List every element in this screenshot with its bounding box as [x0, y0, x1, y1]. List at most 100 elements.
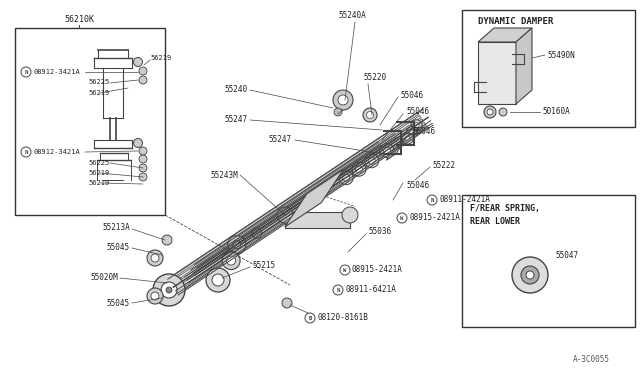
Polygon shape [174, 122, 426, 291]
Circle shape [512, 257, 548, 293]
Text: 56219: 56219 [88, 170, 109, 176]
Text: 56219: 56219 [88, 180, 109, 186]
Text: 55045: 55045 [107, 244, 130, 253]
Circle shape [397, 213, 407, 223]
Circle shape [282, 298, 292, 308]
Circle shape [365, 154, 379, 168]
Polygon shape [177, 125, 428, 294]
Text: 55046: 55046 [406, 180, 429, 189]
Circle shape [406, 126, 418, 137]
Text: 55046: 55046 [412, 128, 435, 137]
Circle shape [153, 274, 185, 306]
Circle shape [368, 157, 375, 164]
Text: 55247: 55247 [225, 115, 248, 125]
Circle shape [222, 251, 240, 270]
Text: 55045: 55045 [107, 298, 130, 308]
Text: 55490N: 55490N [547, 51, 575, 60]
Polygon shape [172, 119, 423, 288]
Polygon shape [386, 144, 403, 160]
Circle shape [411, 120, 422, 131]
Text: 56219: 56219 [88, 90, 109, 96]
Circle shape [340, 265, 350, 275]
Circle shape [367, 112, 374, 119]
Circle shape [342, 207, 358, 223]
Circle shape [227, 256, 236, 265]
Text: N: N [430, 198, 434, 202]
Circle shape [162, 235, 172, 245]
Polygon shape [285, 169, 344, 227]
Circle shape [526, 271, 534, 279]
Circle shape [334, 108, 342, 116]
Text: 56210K: 56210K [64, 16, 94, 25]
Circle shape [333, 90, 353, 110]
Circle shape [212, 274, 224, 286]
Text: 55222: 55222 [432, 160, 455, 170]
Bar [478, 42, 516, 104]
Circle shape [151, 292, 159, 300]
Circle shape [147, 288, 163, 304]
Text: N: N [337, 288, 340, 292]
Circle shape [139, 147, 147, 155]
Text: 08911-6421A: 08911-6421A [345, 285, 396, 295]
Bar [462, 195, 635, 327]
Circle shape [380, 144, 394, 157]
Circle shape [484, 106, 496, 118]
Circle shape [139, 164, 147, 172]
Text: 08912-3421A: 08912-3421A [33, 69, 80, 75]
Circle shape [166, 287, 172, 293]
Circle shape [414, 123, 419, 128]
Circle shape [139, 173, 147, 181]
Bar [15, 28, 165, 215]
Circle shape [206, 268, 230, 292]
Circle shape [151, 254, 159, 262]
Text: 55020M: 55020M [90, 273, 118, 282]
Bar [285, 212, 350, 228]
Text: 08915-2421A: 08915-2421A [409, 214, 460, 222]
Text: 55215: 55215 [252, 260, 275, 269]
Text: 08911-2421A: 08911-2421A [439, 196, 490, 205]
Circle shape [252, 228, 262, 238]
Polygon shape [170, 115, 421, 284]
Text: 56225: 56225 [88, 79, 109, 85]
Circle shape [355, 166, 362, 173]
Circle shape [147, 250, 163, 266]
Circle shape [139, 67, 147, 75]
Polygon shape [478, 28, 532, 42]
Text: B: B [308, 315, 312, 321]
Text: 08915-2421A: 08915-2421A [352, 266, 403, 275]
Text: 55243M: 55243M [211, 170, 238, 180]
Circle shape [342, 174, 349, 181]
Circle shape [134, 58, 143, 67]
Text: 50160A: 50160A [542, 108, 570, 116]
Text: 56219: 56219 [150, 55, 172, 61]
Circle shape [405, 136, 410, 141]
Circle shape [402, 133, 413, 144]
Circle shape [305, 313, 315, 323]
Circle shape [333, 285, 343, 295]
Circle shape [134, 138, 143, 148]
Circle shape [499, 108, 507, 116]
Text: 56225: 56225 [88, 160, 109, 166]
Text: 55046: 55046 [406, 108, 429, 116]
Circle shape [228, 235, 246, 254]
Circle shape [352, 162, 366, 176]
Polygon shape [168, 112, 419, 281]
Circle shape [21, 147, 31, 157]
Text: 55036: 55036 [368, 228, 391, 237]
Text: DYNAMIC DAMPER: DYNAMIC DAMPER [478, 17, 553, 26]
Text: W: W [344, 267, 347, 273]
Polygon shape [516, 28, 532, 104]
Text: A-3C0055: A-3C0055 [573, 356, 610, 365]
Text: 55220: 55220 [363, 74, 386, 83]
Text: 08120-8161B: 08120-8161B [317, 314, 368, 323]
Text: 55213A: 55213A [102, 224, 130, 232]
Text: F/REAR SPRING,: F/REAR SPRING, [470, 203, 540, 212]
Circle shape [410, 129, 415, 134]
Circle shape [139, 155, 147, 163]
Text: REAR LOWER: REAR LOWER [470, 218, 520, 227]
Circle shape [521, 266, 539, 284]
Circle shape [487, 109, 493, 115]
Circle shape [233, 241, 241, 248]
Circle shape [363, 108, 377, 122]
Text: 55047: 55047 [555, 250, 578, 260]
